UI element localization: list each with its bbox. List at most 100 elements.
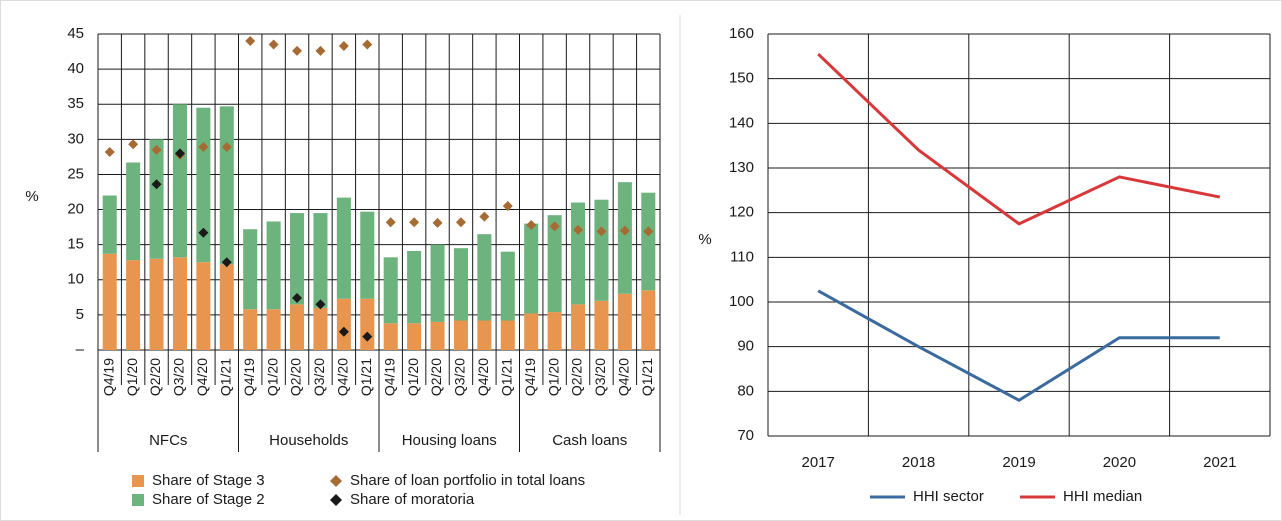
diamond-marker (338, 326, 349, 337)
x-tick-label: 2017 (802, 454, 835, 471)
bar-segment (290, 304, 305, 350)
legend-label: HHI sector (913, 488, 984, 505)
bar-segment (547, 215, 562, 313)
legend-label: Share of moratoria (350, 491, 475, 508)
y-tick-label: 15 (67, 236, 84, 253)
bar-segment (219, 106, 234, 265)
x-tick-label: Q3/20 (592, 358, 608, 396)
bar-segment (149, 139, 164, 259)
bar-segment (149, 258, 164, 350)
y-tick-label: 30 (67, 130, 84, 147)
bar-segment (172, 104, 187, 258)
group-label: NFCs (149, 432, 187, 449)
x-tick-label: Q1/21 (639, 358, 655, 396)
bar-segment (430, 321, 445, 350)
bar-segment (617, 293, 632, 350)
x-tick-label: 2018 (902, 454, 935, 471)
diamond-marker (432, 217, 443, 228)
bar-segment (266, 309, 281, 350)
diamond-marker (526, 220, 537, 231)
diamond-marker (502, 201, 513, 212)
diamond-marker (221, 142, 232, 153)
x-tick-label: Q1/20 (405, 358, 421, 396)
diamond-marker (362, 39, 373, 50)
diamond-marker (174, 148, 185, 159)
bar-segment (313, 307, 328, 350)
group-label: Cash loans (552, 432, 627, 449)
y-tick-label: 80 (737, 382, 754, 399)
diamond-marker (315, 299, 326, 310)
legend-label: HHI median (1063, 488, 1142, 505)
bar-segment (243, 309, 258, 350)
y-tick-label: 70 (737, 427, 754, 444)
diamond-marker (151, 144, 162, 155)
bar-segment (383, 323, 398, 350)
series-line (817, 289, 1220, 402)
bar-segment (453, 320, 468, 350)
bar-segment (430, 244, 445, 322)
x-tick-label: Q1/20 (264, 358, 280, 396)
x-tick-label: 2019 (1002, 454, 1035, 471)
diamond-marker (104, 146, 115, 157)
group-label: Housing loans (402, 432, 497, 449)
bar-segment (196, 107, 211, 263)
y-tick-label: 35 (67, 95, 84, 112)
legend-swatch (132, 475, 144, 487)
diamond-marker (198, 227, 209, 238)
bar-segment (500, 251, 515, 321)
x-tick-label: Q1/21 (358, 358, 374, 396)
legend-swatch (330, 494, 342, 506)
bar-segment (594, 300, 609, 350)
bar-segment (407, 250, 422, 324)
diamond-marker (455, 217, 466, 228)
x-tick-label: 2020 (1103, 454, 1136, 471)
x-tick-label: Q4/20 (475, 358, 491, 396)
diamond-marker (338, 40, 349, 51)
y-tick-label: 160 (729, 25, 754, 42)
x-tick-label: Q4/20 (335, 358, 351, 396)
bar-segment (336, 298, 351, 350)
bar-segment (477, 234, 492, 321)
x-tick-label: Q2/20 (428, 358, 444, 396)
bar-segment (571, 202, 586, 305)
diamond-marker (268, 39, 279, 50)
diamond-marker (151, 179, 162, 190)
legend-label: Share of Stage 3 (152, 472, 265, 489)
diamond-marker (643, 226, 654, 237)
x-tick-label: Q4/20 (194, 358, 210, 396)
bar-segment (571, 304, 586, 350)
diamond-marker (245, 36, 256, 47)
diamond-marker (619, 225, 630, 236)
diamond-marker (409, 217, 420, 228)
diamond-marker (128, 139, 139, 150)
bar-segment (102, 195, 117, 254)
diamond-marker (292, 45, 303, 56)
diamond-marker (362, 331, 373, 342)
y-tick-label: 5 (76, 306, 84, 323)
bar-segment (594, 199, 609, 301)
y-tick-label: 130 (729, 159, 754, 176)
bar-segment (266, 221, 281, 310)
bar-segment (126, 260, 141, 350)
bar-segment (172, 257, 187, 350)
bar-segment (196, 262, 211, 350)
x-tick-label: Q4/19 (381, 358, 397, 396)
x-tick-label: Q1/21 (498, 358, 514, 396)
bar-segment (641, 290, 656, 350)
bar-segment (477, 320, 492, 350)
y-tick-label: 10 (67, 271, 84, 288)
y-tick-label: 110 (730, 248, 754, 265)
diamond-marker (221, 257, 232, 268)
x-tick-label: Q2/20 (147, 358, 163, 396)
bar-segment (500, 320, 515, 350)
y-tick-label: 45 (67, 25, 84, 42)
x-tick-label: Q2/20 (569, 358, 585, 396)
legend-label: Share of Stage 2 (152, 491, 265, 508)
bar-segment (360, 298, 375, 350)
bar-segment (313, 213, 328, 308)
y-tick-label: 90 (737, 338, 754, 355)
bar-segment (524, 313, 539, 350)
diamond-marker (479, 211, 490, 222)
